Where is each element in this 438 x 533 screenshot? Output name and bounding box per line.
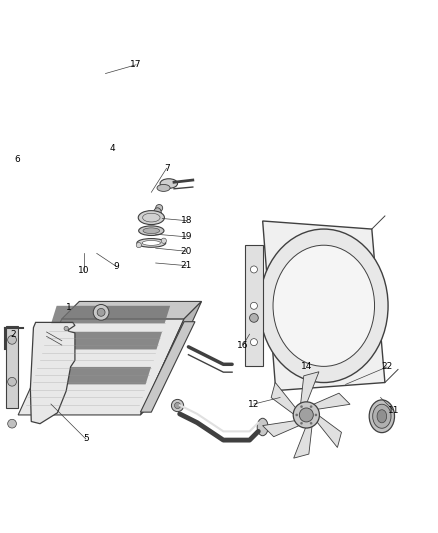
Ellipse shape (157, 184, 170, 191)
Polygon shape (316, 415, 342, 448)
Text: 18: 18 (180, 216, 192, 225)
Circle shape (8, 419, 16, 428)
Polygon shape (30, 322, 75, 424)
Text: 14: 14 (300, 362, 312, 372)
Polygon shape (141, 302, 201, 415)
Ellipse shape (373, 404, 391, 428)
Ellipse shape (143, 228, 159, 233)
Text: 2: 2 (10, 330, 16, 338)
Polygon shape (293, 425, 312, 458)
Text: 20: 20 (180, 247, 192, 256)
Polygon shape (62, 302, 201, 319)
Text: 21: 21 (180, 261, 192, 270)
Polygon shape (271, 382, 297, 415)
Ellipse shape (142, 240, 160, 245)
Text: 17: 17 (130, 60, 142, 69)
Circle shape (314, 414, 317, 416)
Ellipse shape (160, 179, 177, 188)
Ellipse shape (137, 239, 166, 247)
Circle shape (295, 414, 298, 416)
Ellipse shape (377, 410, 387, 423)
Circle shape (174, 402, 180, 409)
Text: 11: 11 (388, 406, 399, 415)
Polygon shape (263, 421, 301, 437)
Ellipse shape (139, 226, 164, 236)
Ellipse shape (153, 208, 161, 219)
Circle shape (136, 243, 141, 248)
Circle shape (155, 205, 162, 212)
Circle shape (251, 338, 258, 345)
Text: 10: 10 (78, 266, 89, 276)
Circle shape (97, 309, 105, 316)
Polygon shape (141, 322, 195, 412)
Text: 4: 4 (109, 144, 115, 153)
Polygon shape (18, 319, 184, 415)
Circle shape (310, 422, 312, 425)
Circle shape (8, 377, 16, 386)
Circle shape (300, 422, 303, 425)
Ellipse shape (257, 418, 268, 436)
Text: 16: 16 (237, 341, 249, 350)
Text: 5: 5 (83, 434, 89, 443)
Circle shape (251, 302, 258, 309)
Text: 22: 22 (381, 362, 393, 372)
Circle shape (8, 335, 16, 344)
Circle shape (251, 266, 258, 273)
Polygon shape (32, 367, 151, 384)
Circle shape (300, 405, 303, 408)
Circle shape (64, 326, 68, 330)
Ellipse shape (369, 400, 395, 433)
Circle shape (93, 304, 109, 320)
Circle shape (171, 399, 184, 411)
Circle shape (161, 238, 166, 244)
Polygon shape (312, 393, 350, 409)
Ellipse shape (138, 211, 164, 224)
Ellipse shape (273, 245, 374, 366)
Text: 6: 6 (14, 155, 20, 164)
Polygon shape (263, 221, 385, 391)
Ellipse shape (259, 229, 388, 383)
Text: 7: 7 (164, 164, 170, 173)
Polygon shape (245, 245, 263, 366)
Text: 12: 12 (248, 400, 260, 408)
Circle shape (250, 313, 258, 322)
Circle shape (293, 402, 319, 428)
Polygon shape (43, 332, 162, 350)
Polygon shape (51, 306, 170, 323)
Text: 9: 9 (113, 262, 119, 271)
Text: 1: 1 (66, 303, 71, 312)
Circle shape (310, 405, 312, 408)
Text: 19: 19 (180, 232, 192, 241)
Polygon shape (300, 372, 319, 405)
Circle shape (299, 408, 313, 422)
Polygon shape (6, 326, 18, 408)
